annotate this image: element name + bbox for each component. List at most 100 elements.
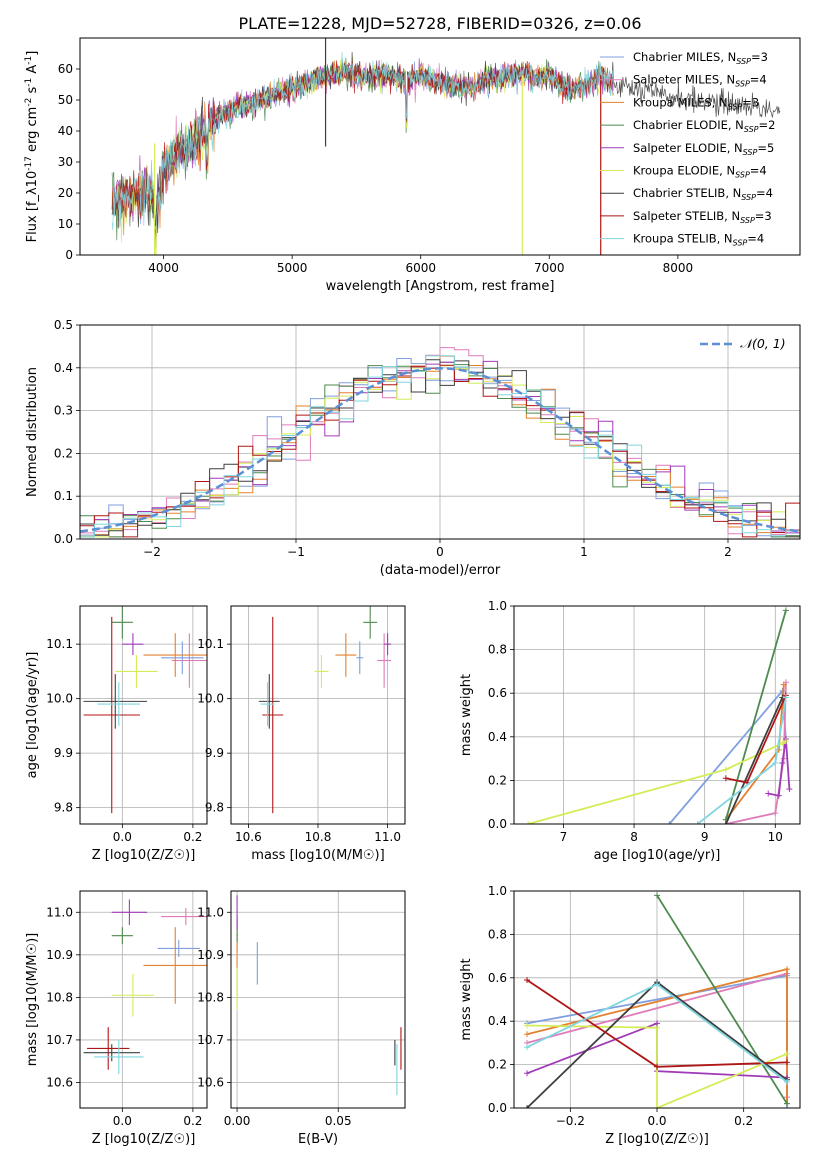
series-marker — [722, 766, 729, 773]
y-tick-label: 11.0 — [197, 905, 224, 919]
weight_vs_Z-lines — [524, 892, 790, 1108]
plots-group: 4000 5000 6000 7000 80000102030405060wavelen… — [24, 37, 801, 1147]
series-marker — [524, 1022, 530, 1029]
weight_vs_age-axes — [514, 605, 800, 825]
series-marker — [524, 976, 530, 983]
legend-label: Kroupa STELIB, NSSP=4 — [633, 232, 764, 248]
data-point — [83, 616, 140, 814]
y-tick-label: 0.3 — [54, 404, 73, 418]
legend-label: Salpeter ELODIE, NSSP=5 — [633, 141, 774, 157]
series-marker — [779, 759, 786, 766]
y-tick-label: 1.0 — [488, 599, 507, 613]
y-tick-label: 9.9 — [54, 746, 73, 760]
axes-frame — [79, 37, 801, 256]
series-marker — [654, 1105, 660, 1108]
data-point — [171, 633, 207, 688]
x-tick-label: −2 — [143, 545, 161, 559]
series-marker — [722, 775, 729, 782]
label-part: =4 — [750, 164, 767, 178]
data-point — [115, 655, 158, 688]
label-part: -1 — [24, 78, 34, 87]
y-tick-label: 0.2 — [54, 446, 73, 460]
series-line — [697, 697, 787, 824]
spectrum-line-6 — [111, 52, 781, 234]
x-tick-label: −1 — [287, 545, 305, 559]
legend-label: Chabrier ELODIE, NSSP=2 — [633, 118, 775, 134]
y-tick-label: 0.4 — [488, 730, 507, 744]
y-tick-label: 10.0 — [197, 692, 224, 706]
histogram-8 — [80, 355, 800, 538]
y-tick-label: 40 — [58, 124, 73, 138]
axes-frame — [513, 605, 801, 825]
y-tick-label: 0.0 — [54, 532, 73, 546]
label-part: Chabrier MILES, N — [633, 50, 736, 64]
x-tick-label: 2 — [724, 545, 732, 559]
data-point — [384, 633, 392, 656]
y-axis-label: Flux [f_λ10-17 erg cm-2 s-1 A-1] — [24, 51, 40, 243]
label-part: Z [log10(Z/Z☉)] — [605, 1132, 709, 1147]
y-tick-label: 10.9 — [197, 948, 224, 962]
residuals-legend: 𝒩(0, 1) — [700, 336, 786, 351]
label-part: mass [log10(M/M☉)] — [25, 933, 40, 1066]
data-point — [143, 633, 207, 677]
label-part: Salpeter MILES, N — [633, 73, 735, 87]
series-marker — [654, 892, 660, 899]
label-part: -1 — [24, 56, 34, 65]
label-part: SSP — [733, 239, 748, 248]
label-part: Kroupa ELODIE, N — [633, 164, 735, 178]
label-part: (data-model)/error — [380, 563, 501, 578]
y-tick-label: 10.1 — [197, 637, 224, 651]
label-part: SSP — [735, 80, 750, 89]
gaussian-curve — [80, 367, 800, 533]
series-marker — [524, 1070, 530, 1077]
y-tick-label: 0.8 — [488, 927, 507, 941]
x-tick-label: 1 — [580, 545, 588, 559]
label-part: s — [25, 87, 40, 98]
legend-label: Chabrier STELIB, NSSP=4 — [633, 186, 773, 202]
y-tick-label: 9.9 — [205, 746, 224, 760]
x-tick-label: 10.8 — [305, 830, 332, 844]
data-point — [258, 674, 280, 729]
mass_vs_ebv-points — [236, 895, 402, 1096]
y-tick-label: 1.0 — [488, 884, 507, 898]
x-axis-label: age [log10(age/yr)] — [594, 848, 721, 863]
legend-label: 𝒩(0, 1) — [740, 336, 786, 351]
label-part: SSP — [735, 171, 750, 180]
y-tick-label: 0.4 — [488, 1014, 507, 1028]
x-tick-label: 8 — [630, 830, 638, 844]
x-axis-label: (data-model)/error — [380, 563, 501, 578]
label-part: mass weight — [459, 958, 474, 1040]
data-point — [363, 606, 378, 639]
weight_vs_age-lines — [525, 607, 793, 824]
series-marker — [784, 1078, 790, 1085]
x-tick-label: 7 — [560, 830, 568, 844]
x-tick-label: 5000 — [277, 261, 308, 275]
label-part: =4 — [750, 73, 767, 87]
label-part: Salpeter ELODIE, N — [633, 141, 743, 155]
series-marker — [722, 821, 729, 824]
label-part: age [log10(age/yr)] — [25, 652, 40, 779]
spectrum-lines — [111, 38, 781, 255]
data-point — [83, 674, 148, 729]
data-point — [122, 633, 144, 656]
x-tick-label: 11.0 — [374, 830, 401, 844]
y-tick-label: 9.8 — [205, 801, 224, 815]
label-part: =2 — [759, 118, 776, 132]
label-part: SSP — [728, 102, 743, 111]
x-tick-label: 0.2 — [734, 1114, 753, 1128]
series-marker — [775, 792, 782, 799]
label-part: E(B-V) — [298, 1132, 338, 1147]
label-part: -17 — [24, 156, 34, 171]
mass_vs_ebv-decor: 0.00 0.05 10.6 10.7 10.8 10.9 11.0 E(B-V) — [197, 890, 406, 1147]
x-tick-label: 7000 — [534, 261, 565, 275]
series-line — [668, 688, 787, 824]
x-axis-label: E(B-V) — [298, 1132, 338, 1147]
label-part: =5 — [757, 141, 774, 155]
x-tick-label: 0.05 — [325, 1114, 352, 1128]
y-tick-label: 9.8 — [54, 801, 73, 815]
y-tick-label: 0.4 — [54, 361, 73, 375]
data-point — [262, 616, 284, 814]
label-part: SSP — [743, 148, 758, 157]
label-part: =4 — [747, 232, 764, 246]
